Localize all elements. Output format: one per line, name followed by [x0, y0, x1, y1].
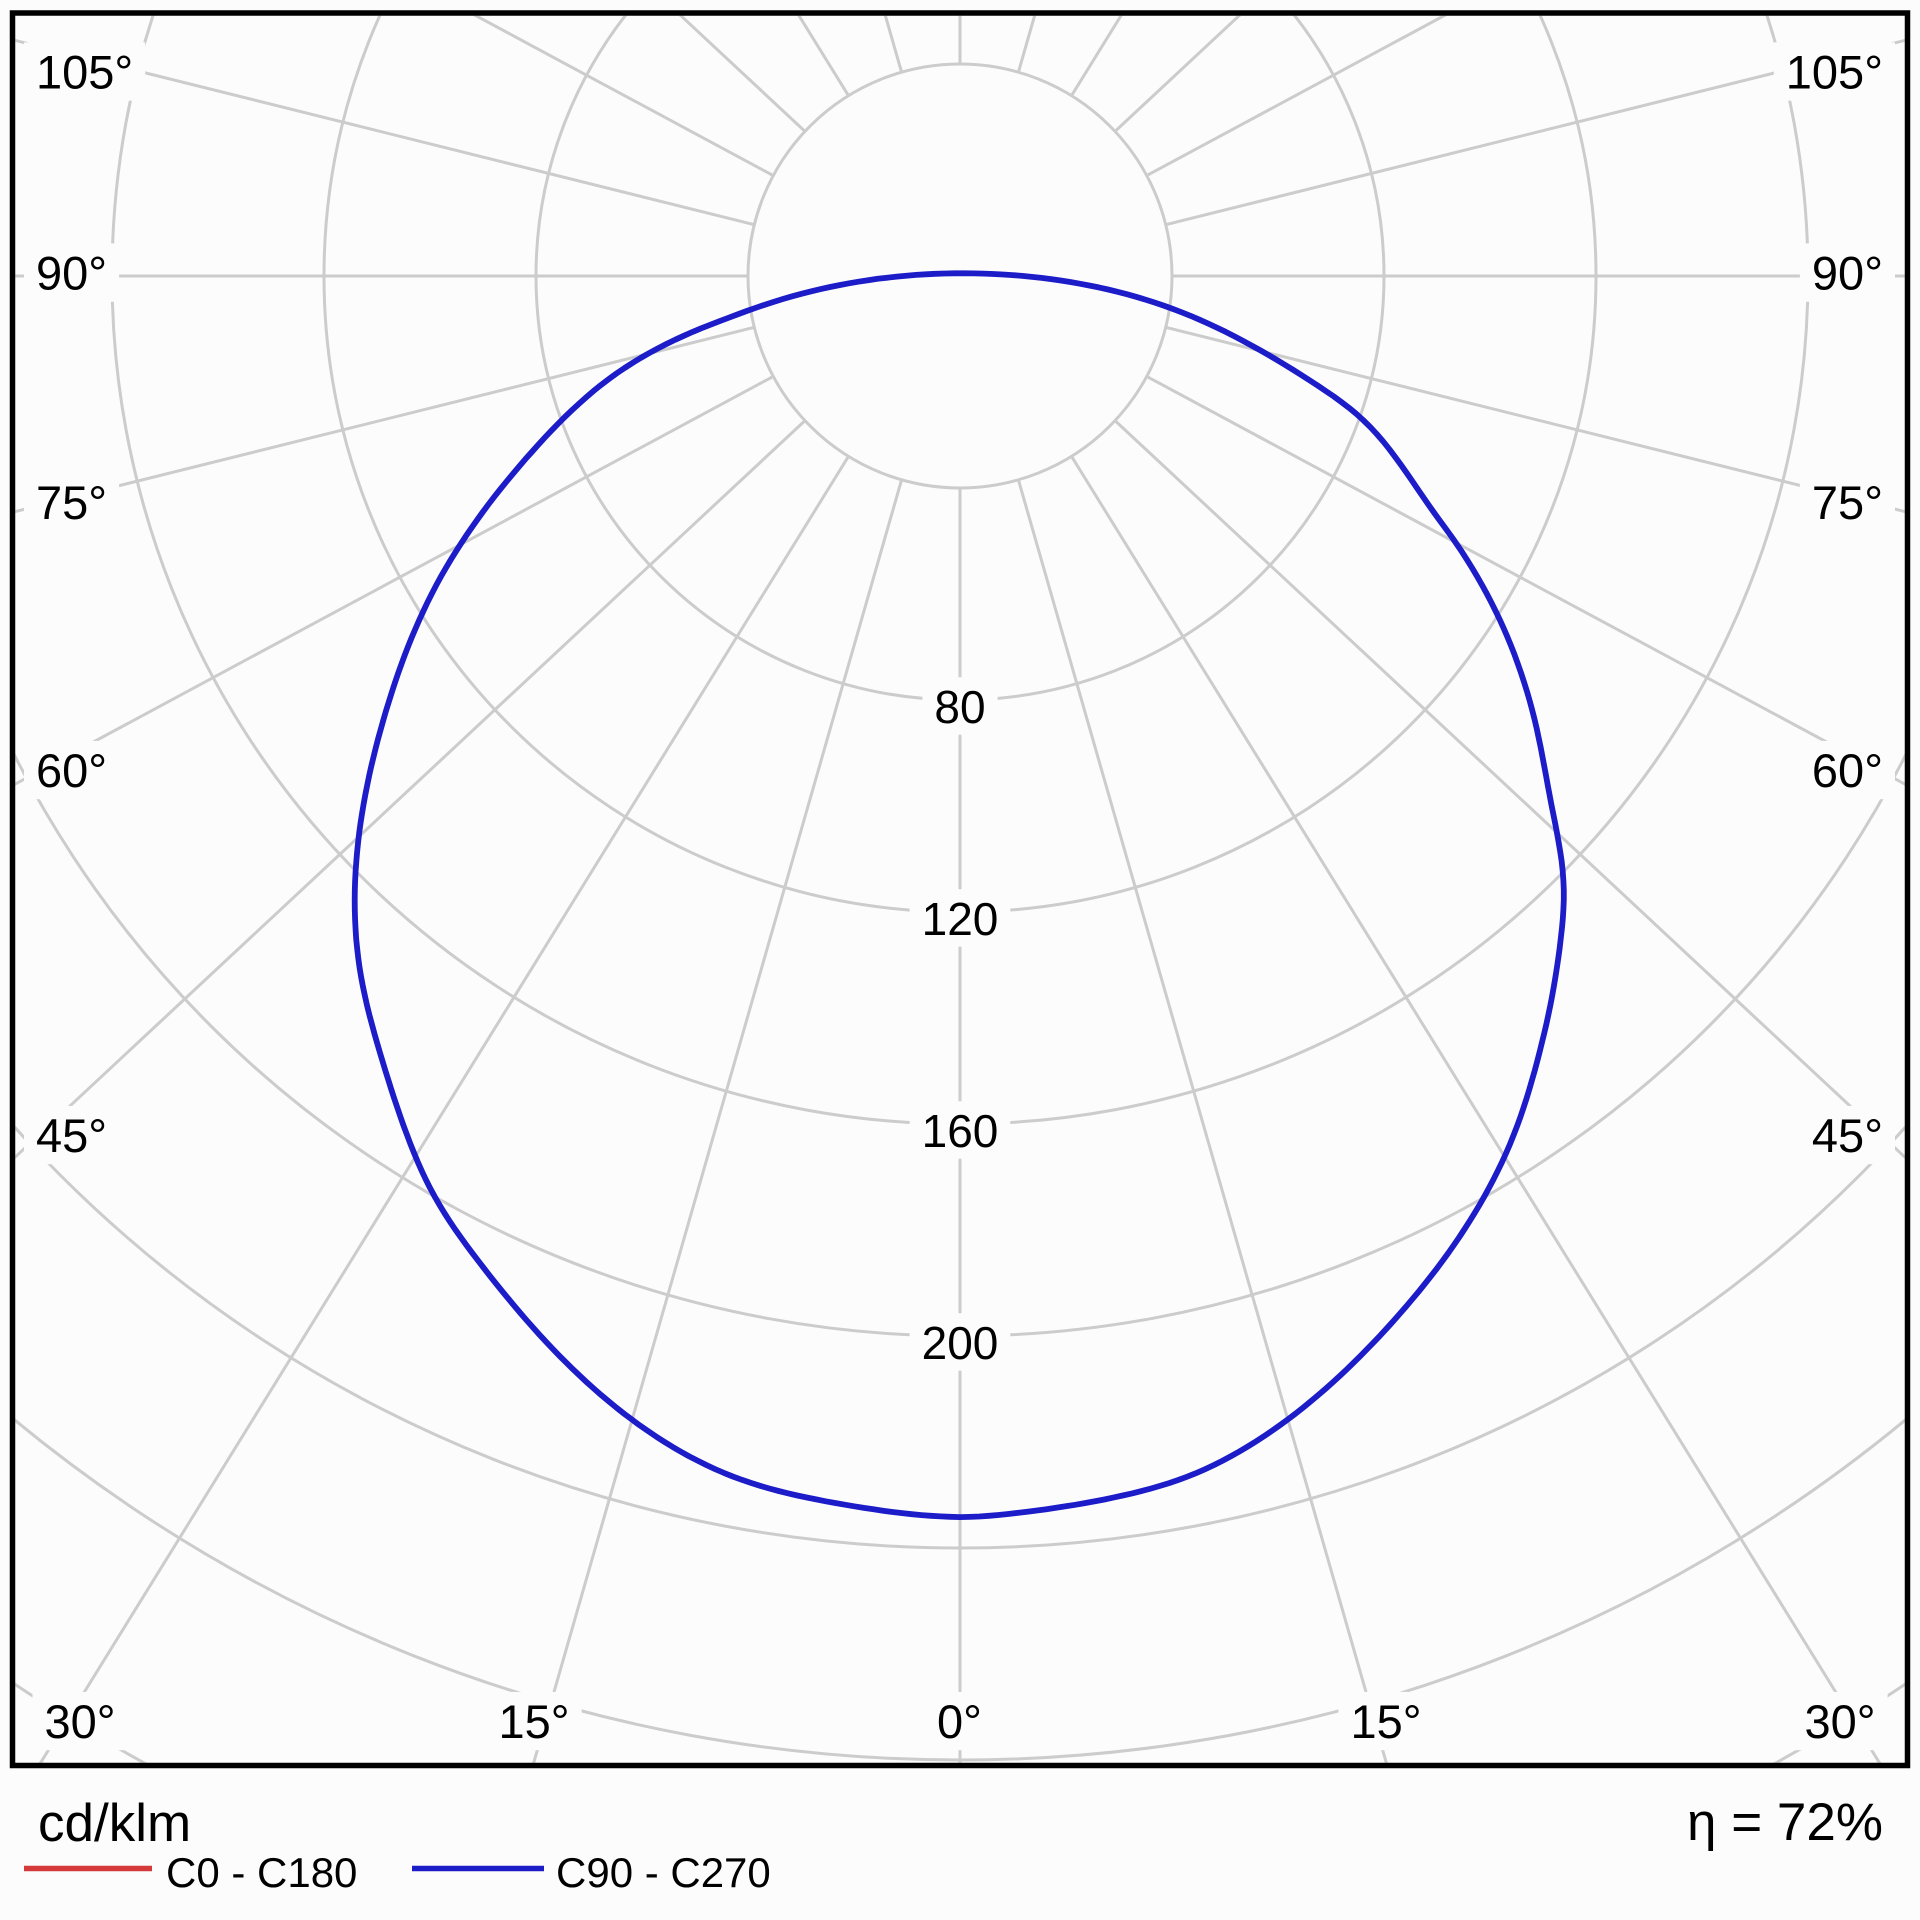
svg-text:45°: 45° — [36, 1109, 107, 1162]
svg-text:60°: 60° — [1812, 744, 1883, 797]
svg-text:90°: 90° — [36, 247, 107, 300]
svg-text:30°: 30° — [1804, 1695, 1875, 1748]
svg-text:75°: 75° — [1812, 476, 1883, 529]
svg-text:200: 200 — [922, 1317, 999, 1369]
svg-text:60°: 60° — [36, 744, 107, 797]
svg-text:15°: 15° — [1350, 1695, 1421, 1748]
svg-text:η = 72%: η = 72% — [1687, 1793, 1883, 1852]
svg-text:80: 80 — [934, 681, 985, 733]
svg-text:105°: 105° — [1786, 46, 1883, 99]
svg-text:90°: 90° — [1812, 247, 1883, 300]
svg-text:75°: 75° — [36, 476, 107, 529]
svg-text:C0 - C180: C0 - C180 — [166, 1849, 357, 1896]
svg-text:105°: 105° — [36, 46, 133, 99]
svg-text:0°: 0° — [937, 1695, 982, 1748]
svg-text:30°: 30° — [44, 1695, 115, 1748]
svg-text:cd/klm: cd/klm — [38, 1794, 191, 1853]
svg-text:45°: 45° — [1812, 1109, 1883, 1162]
svg-text:160: 160 — [922, 1105, 999, 1157]
svg-text:120: 120 — [922, 893, 999, 945]
svg-text:15°: 15° — [498, 1695, 569, 1748]
svg-text:C90 - C270: C90 - C270 — [556, 1849, 771, 1896]
